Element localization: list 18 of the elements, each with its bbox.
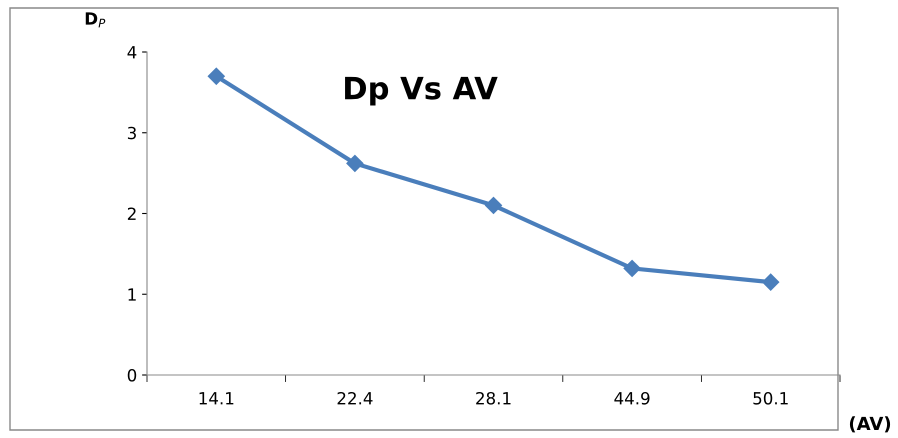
text: Dp Vs AV <box>345 76 498 106</box>
x-axis-title: (AV) <box>850 416 890 432</box>
x-tick-label: 28.1 <box>476 392 511 405</box>
y-tick-label: 2 <box>128 207 136 220</box>
x-tick-label: 50.1 <box>753 392 788 405</box>
y-axis-title: D$_{P}$ <box>86 12 106 28</box>
y-tick-label: 4 <box>127 46 136 58</box>
point <box>484 196 502 214</box>
point <box>762 274 780 291</box>
y-tick-label: 1 <box>128 288 136 301</box>
point <box>208 68 225 85</box>
y-tick-label: 0 <box>128 368 136 382</box>
point <box>346 154 364 172</box>
x-tick-label: 14.1 <box>200 392 234 404</box>
y-tick-label: 3 <box>128 126 136 140</box>
point <box>624 260 641 277</box>
x-tick-label: 22.4 <box>338 392 373 404</box>
x-tick-label: 44.9 <box>614 392 650 405</box>
